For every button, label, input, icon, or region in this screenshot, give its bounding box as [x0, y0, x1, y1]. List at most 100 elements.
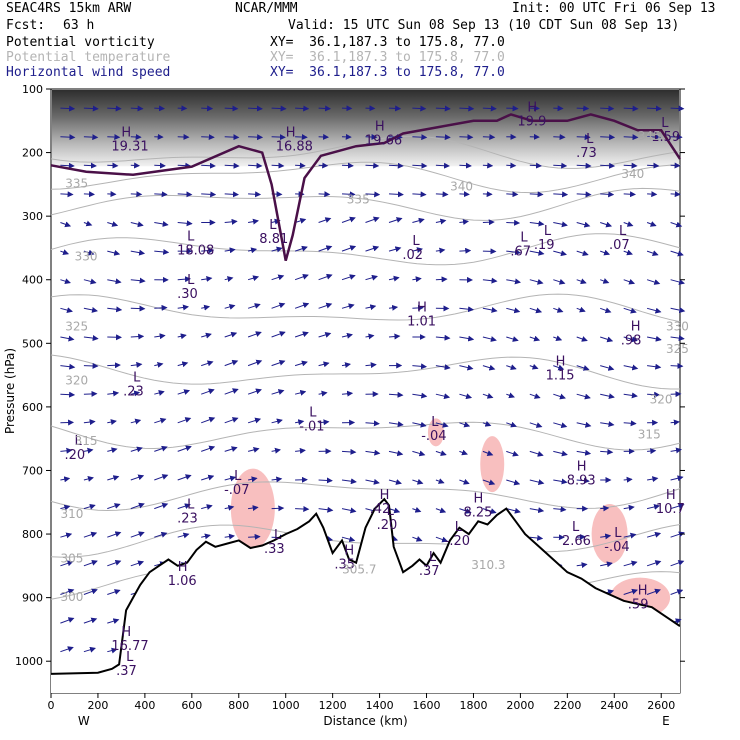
wind-vector [224, 105, 239, 112]
wind-vector [576, 449, 592, 456]
wind-vector [83, 390, 98, 397]
pv-label-value: 16.77 [111, 639, 148, 654]
wind-vector [623, 336, 638, 343]
wind-vector [647, 391, 661, 398]
wind-vector [365, 420, 380, 427]
wind-vector [201, 105, 214, 112]
wind-vector [553, 422, 568, 429]
wind-vector [670, 307, 686, 314]
wind-vector [83, 278, 97, 285]
wind-vector [341, 478, 357, 485]
wind-vector [459, 335, 475, 342]
wind-vector [130, 221, 144, 228]
pv-label-value: .35 [334, 557, 355, 572]
theta-label: 325 [65, 320, 88, 334]
wind-vector [83, 559, 98, 567]
wind-vector [271, 331, 286, 338]
y-tick-label: 800 [22, 528, 43, 541]
wind-vector [341, 191, 356, 198]
wind-vector [553, 307, 564, 313]
wind-vector [600, 393, 615, 400]
x-tick-label: 2200 [553, 699, 581, 712]
wind-vector [529, 534, 544, 541]
wind-vector [482, 219, 495, 226]
pv-label-value: 2.66 [562, 534, 591, 549]
wind-vector [482, 450, 494, 456]
wind-vector [83, 419, 96, 426]
wind-vector [83, 306, 98, 313]
wind-vector [388, 246, 402, 253]
wind-vector [83, 617, 98, 624]
stratosphere-shading [52, 90, 679, 618]
wind-vector [271, 476, 283, 483]
wind-vector [600, 421, 615, 428]
pv-label-kind: H [417, 301, 427, 316]
theta-label: 305.7 [342, 563, 376, 577]
pv-label-value: .19 [534, 238, 555, 253]
wind-vector [177, 503, 191, 510]
wind-vector [130, 361, 143, 368]
wind-vector [482, 479, 496, 486]
wind-vector [670, 589, 684, 595]
wind-vector [600, 533, 612, 540]
x-tick-label: 1600 [413, 699, 441, 712]
pv-label-value: .02 [402, 248, 423, 263]
pv-label-kind: L [429, 550, 437, 565]
wind-vector [107, 249, 121, 256]
wind-vector [130, 277, 146, 284]
pv-label-kind: H [666, 488, 676, 503]
wind-vector [341, 162, 354, 169]
wind-vector [623, 392, 638, 399]
wind-vector [459, 162, 472, 169]
wind-vector [224, 134, 240, 141]
wind-vector [154, 162, 166, 169]
wind-vector [553, 221, 568, 228]
wind-vector [201, 162, 216, 169]
wind-vector [506, 249, 521, 256]
pv-label-kind: H [631, 320, 641, 335]
wind-vector [83, 162, 97, 169]
wind-vector [154, 502, 169, 510]
wind-vector [576, 105, 590, 112]
wind-vector [435, 247, 446, 254]
wind-vector [435, 134, 451, 141]
wind-vector [271, 105, 287, 112]
pv-label-kind: L [187, 273, 195, 288]
wind-vector [623, 221, 634, 227]
wind-vector [435, 105, 451, 112]
theta-label: 310 [61, 507, 84, 521]
wind-vector [482, 393, 494, 399]
wind-vector [365, 333, 375, 340]
wind-vector [271, 389, 285, 395]
pv-label-value: .98 [621, 334, 642, 349]
wind-vector [506, 105, 519, 112]
wind-vector [201, 533, 211, 540]
wind-vector [529, 307, 543, 314]
wind-vector [529, 162, 542, 169]
wind-vector [365, 478, 380, 485]
wind-vector [294, 273, 309, 281]
wind-vector [646, 504, 661, 510]
wind-vector [60, 162, 75, 169]
wind-vector [506, 507, 521, 514]
wind-vector [365, 245, 380, 252]
wind-vector [623, 278, 636, 285]
wind-vector [318, 390, 328, 397]
pv-label-kind: L [412, 234, 420, 249]
wind-vector [341, 390, 354, 397]
wind-vector [130, 390, 141, 397]
wind-vector [201, 275, 213, 282]
pv-label-value: 1.01 [407, 315, 436, 330]
pv-label-kind: L [431, 415, 439, 430]
wind-vector [365, 216, 380, 223]
wind-vector [247, 303, 261, 309]
wind-vector [247, 275, 260, 282]
wind-vector [459, 364, 474, 371]
wind-vector [435, 421, 449, 428]
theta-contour [50, 481, 681, 512]
wind-vector [600, 249, 611, 256]
pv-label-value: -.01 [299, 419, 324, 434]
x-tick-label: 800 [228, 699, 249, 712]
wind-vector [388, 191, 404, 198]
